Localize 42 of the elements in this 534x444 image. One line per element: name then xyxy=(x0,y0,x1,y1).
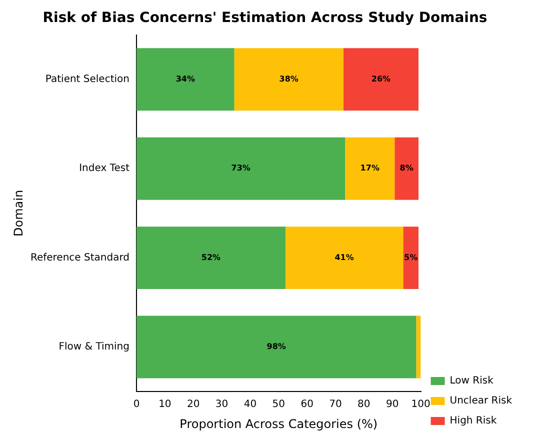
legend-label: Low Risk xyxy=(450,376,494,387)
x-tick-label: 20 xyxy=(186,399,200,410)
y-tick-label: Patient Selection xyxy=(45,74,130,85)
x-axis-title: Proportion Across Categories (%) xyxy=(180,416,378,431)
bar xyxy=(416,316,421,378)
x-tick-label: 40 xyxy=(244,399,257,410)
x-tick-label: 80 xyxy=(358,399,370,410)
x-tick-label: 60 xyxy=(300,399,314,410)
y-tick-label: Index Test xyxy=(79,163,130,174)
chart-title: Risk of Bias Concerns' Estimation Across Study Domains xyxy=(42,10,488,26)
bar xyxy=(285,226,404,290)
data-label: 26% xyxy=(371,74,391,84)
data-label: 73% xyxy=(231,164,250,173)
y-tick-label: Reference Standard xyxy=(30,252,130,264)
x-tick-label: 10 xyxy=(158,399,172,410)
bar xyxy=(136,226,286,290)
data-label: 8% xyxy=(400,164,414,173)
data-label: 38% xyxy=(279,74,298,84)
bar xyxy=(403,226,418,290)
x-tick-label: 100 xyxy=(411,399,430,410)
data-label: 17% xyxy=(360,164,380,173)
bar xyxy=(394,137,418,200)
bar xyxy=(136,316,416,378)
data-label: 34% xyxy=(176,74,195,84)
x-tick-label: 70 xyxy=(329,399,342,410)
x-tick-label: 30 xyxy=(215,399,228,410)
data-label: 98% xyxy=(266,342,286,352)
y-axis-title: Domain xyxy=(11,190,26,236)
x-tick-label: 90 xyxy=(386,399,399,410)
x-tick-label: 50 xyxy=(272,399,285,410)
y-tick-label: Flow & Timing xyxy=(58,342,130,353)
bar xyxy=(136,137,346,200)
data-label: 41% xyxy=(334,252,354,262)
data-label: 5% xyxy=(404,252,418,262)
bar xyxy=(345,137,395,200)
bar xyxy=(343,48,418,111)
legend-label: High Risk xyxy=(450,416,497,427)
bar xyxy=(234,48,344,111)
bar xyxy=(136,48,234,111)
data-label: 52% xyxy=(201,252,221,262)
legend-label: Unclear Risk xyxy=(450,396,512,407)
x-tick-label: 0 xyxy=(133,399,140,410)
